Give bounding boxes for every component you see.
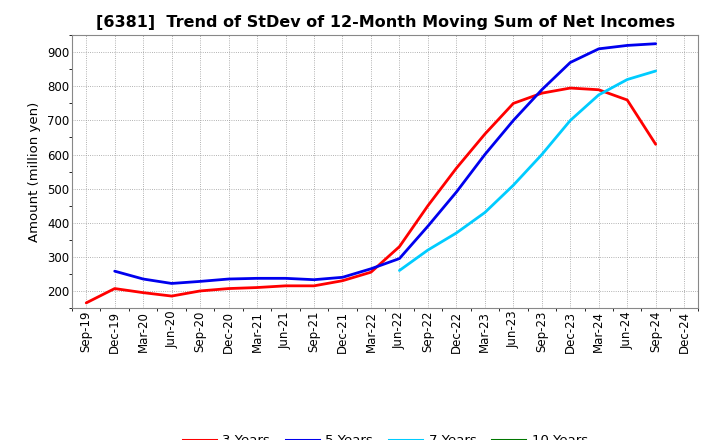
5 Years — [480, 152, 489, 157]
3 Years — [423, 203, 432, 208]
5 Years — [509, 118, 518, 123]
5 Years — [652, 41, 660, 46]
3 Years — [595, 87, 603, 92]
7 Years — [509, 183, 518, 188]
Legend: 3 Years, 5 Years, 7 Years, 10 Years: 3 Years, 5 Years, 7 Years, 10 Years — [177, 429, 593, 440]
5 Years — [537, 87, 546, 92]
5 Years — [623, 43, 631, 48]
3 Years — [310, 283, 318, 289]
5 Years — [366, 266, 375, 271]
7 Years — [395, 268, 404, 273]
5 Years — [167, 281, 176, 286]
3 Years — [139, 290, 148, 295]
Title: [6381]  Trend of StDev of 12-Month Moving Sum of Net Incomes: [6381] Trend of StDev of 12-Month Moving… — [96, 15, 675, 30]
5 Years — [282, 276, 290, 281]
3 Years — [110, 286, 119, 291]
Line: 3 Years: 3 Years — [86, 88, 656, 303]
3 Years — [537, 91, 546, 96]
Line: 7 Years: 7 Years — [400, 71, 656, 271]
5 Years — [139, 276, 148, 282]
7 Years — [566, 118, 575, 123]
5 Years — [338, 275, 347, 280]
5 Years — [566, 60, 575, 65]
5 Years — [196, 279, 204, 284]
7 Years — [595, 92, 603, 98]
7 Years — [537, 152, 546, 157]
3 Years — [395, 244, 404, 249]
5 Years — [225, 276, 233, 282]
3 Years — [452, 165, 461, 171]
3 Years — [366, 270, 375, 275]
5 Years — [110, 268, 119, 274]
3 Years — [282, 283, 290, 289]
Line: 5 Years: 5 Years — [114, 44, 656, 283]
3 Years — [225, 286, 233, 291]
7 Years — [423, 247, 432, 253]
5 Years — [595, 46, 603, 51]
5 Years — [310, 277, 318, 282]
3 Years — [623, 97, 631, 103]
3 Years — [167, 293, 176, 299]
3 Years — [82, 300, 91, 305]
3 Years — [480, 132, 489, 137]
3 Years — [253, 285, 261, 290]
3 Years — [196, 288, 204, 293]
3 Years — [338, 278, 347, 283]
Y-axis label: Amount (million yen): Amount (million yen) — [28, 102, 42, 242]
7 Years — [652, 68, 660, 73]
3 Years — [566, 85, 575, 91]
5 Years — [253, 276, 261, 281]
5 Years — [423, 224, 432, 229]
7 Years — [452, 230, 461, 235]
7 Years — [623, 77, 631, 82]
3 Years — [652, 142, 660, 147]
5 Years — [395, 256, 404, 261]
5 Years — [452, 189, 461, 194]
3 Years — [509, 101, 518, 106]
7 Years — [480, 210, 489, 215]
